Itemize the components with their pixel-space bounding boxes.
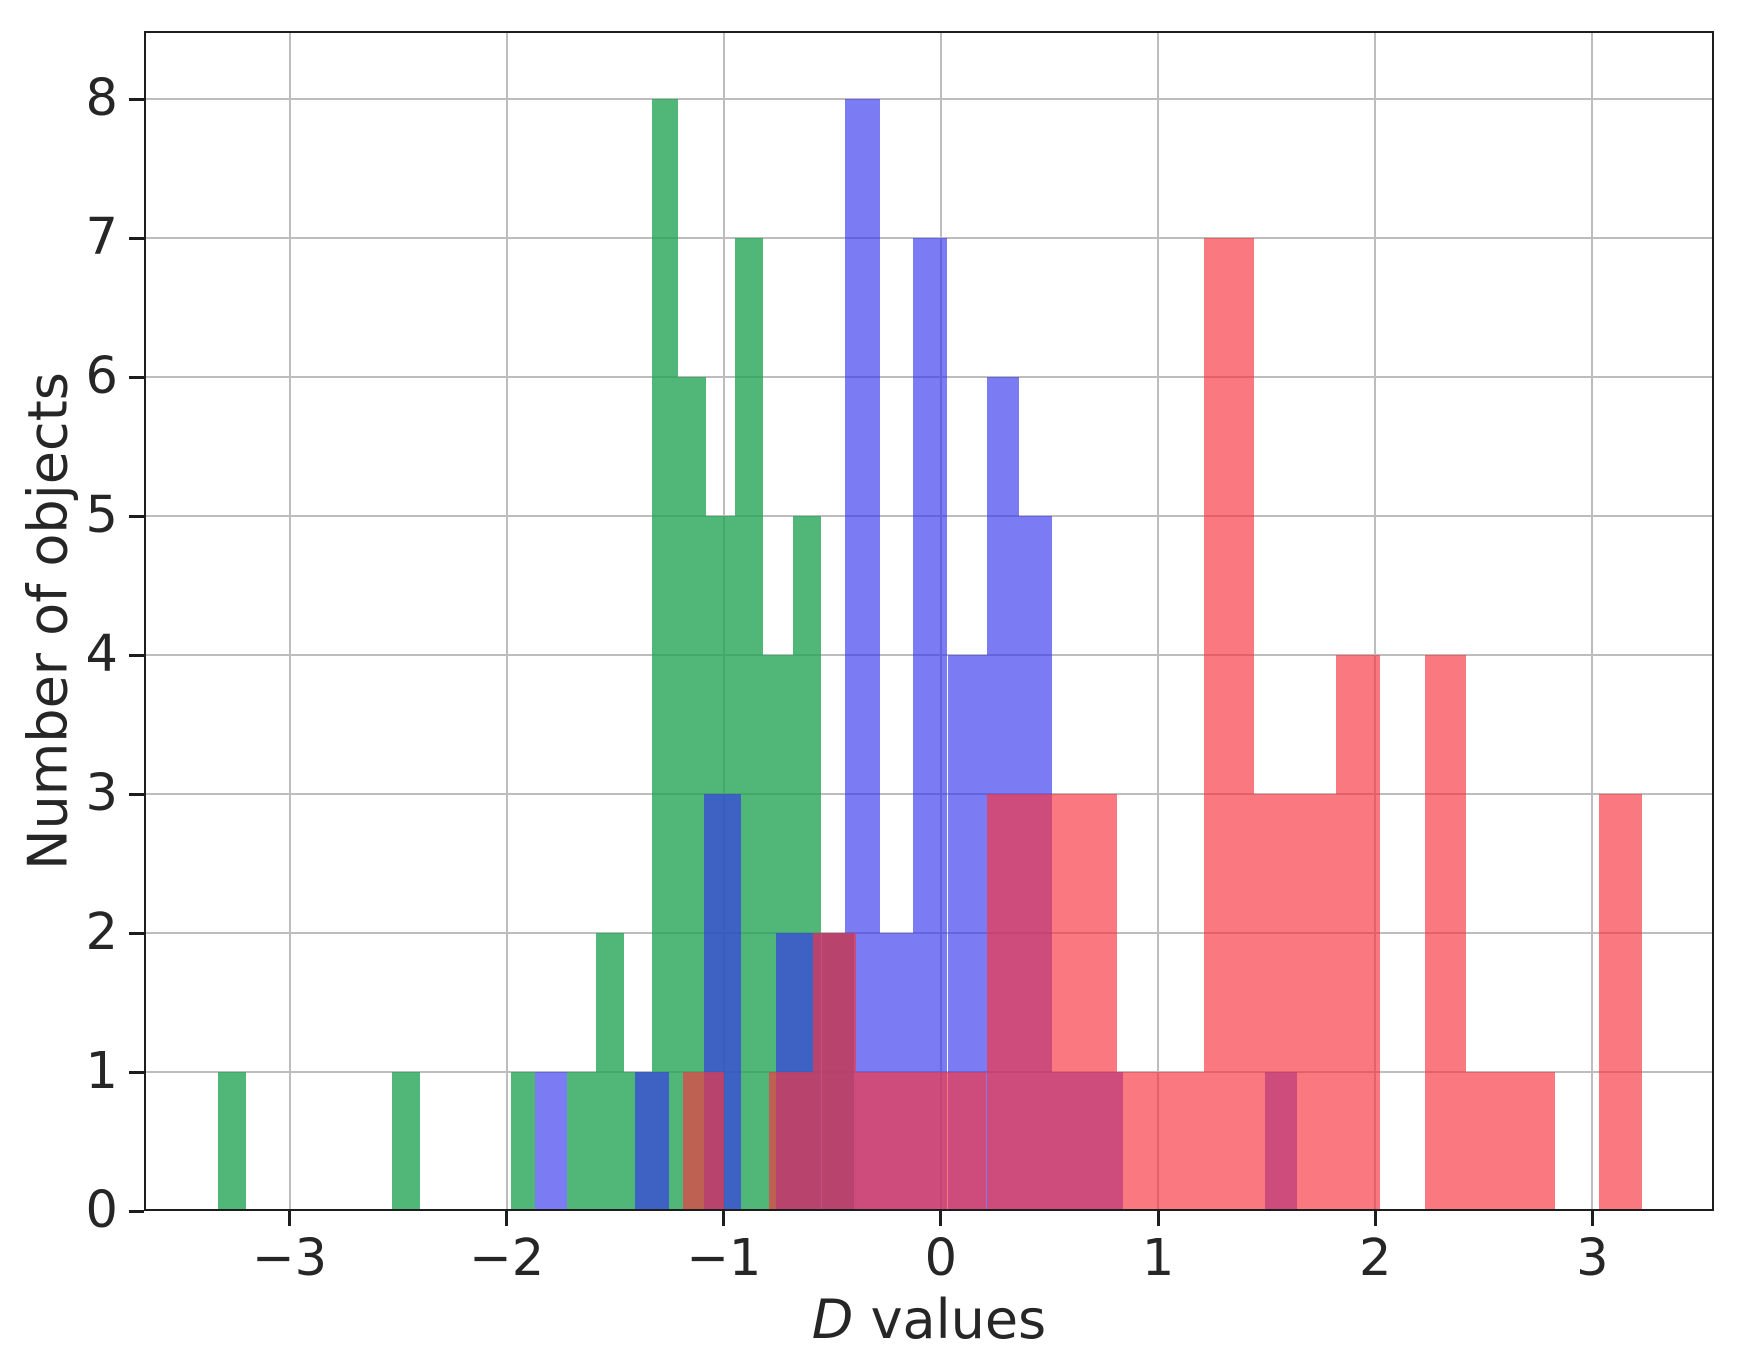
y-tick-mark-1 <box>129 1070 144 1074</box>
gridline-x-1 <box>1157 31 1160 1211</box>
x-tick-label--2: −2 <box>469 1229 545 1288</box>
red-histogram-layer <box>144 31 1714 1211</box>
y-tick-mark-2 <box>129 931 144 935</box>
blue-histogram-bar <box>912 238 948 1211</box>
red-histogram-bar <box>1509 1072 1556 1211</box>
x-tick-mark-2 <box>1373 1211 1377 1226</box>
x-axis-label: D values <box>812 1288 1046 1351</box>
y-tick-label-1: 1 <box>85 1042 118 1101</box>
y-tick-label-0: 0 <box>85 1181 118 1240</box>
y-tick-label-6: 6 <box>85 347 118 407</box>
green-histogram-bar <box>567 1072 596 1211</box>
x-tick-mark--3 <box>288 1211 291 1226</box>
red-histogram-bar <box>1116 1072 1161 1211</box>
green-histogram-bar <box>652 99 679 1211</box>
y-tick-label-2: 2 <box>85 903 118 962</box>
red-histogram-bar <box>1297 794 1337 1211</box>
red-histogram-bar <box>1253 794 1297 1211</box>
red-histogram-bar <box>1203 238 1254 1211</box>
red-histogram-bar <box>1160 1072 1204 1211</box>
red-histogram-bar <box>986 794 1030 1211</box>
x-tick-label-1: 1 <box>1141 1229 1175 1288</box>
green-histogram-bar <box>217 1072 246 1211</box>
x-tick-label-3: 3 <box>1576 1229 1609 1288</box>
red-histogram-bar <box>943 1072 987 1211</box>
red-histogram-bar <box>1030 794 1074 1211</box>
red-histogram-bar <box>1598 794 1643 1211</box>
red-histogram-bar <box>899 1072 944 1211</box>
y-tick-label-7: 7 <box>85 208 118 268</box>
x-tick-mark--2 <box>505 1211 509 1226</box>
green-histogram-bar <box>511 1072 535 1211</box>
y-tick-mark-8 <box>129 97 144 101</box>
blue-histogram-bar <box>634 1072 670 1211</box>
red-histogram-bar <box>769 1072 813 1211</box>
y-tick-mark-3 <box>129 792 144 796</box>
gridline-x--2 <box>505 31 508 1211</box>
red-histogram-bar <box>856 1072 900 1211</box>
green-histogram-bar <box>595 933 624 1211</box>
x-tick-label-2: 2 <box>1358 1229 1392 1288</box>
x-tick-mark-0 <box>939 1211 943 1226</box>
red-histogram-bar <box>1466 1072 1510 1211</box>
x-tick-label-0: 0 <box>924 1229 958 1288</box>
green-histogram-bar <box>391 1072 420 1211</box>
x-tick-mark-3 <box>1590 1211 1594 1226</box>
red-histogram-bar <box>1336 655 1380 1211</box>
gridline-x-2 <box>1374 31 1377 1211</box>
y-tick-label-8: 8 <box>85 69 118 129</box>
x-axis-label-rest: values <box>853 1288 1047 1351</box>
y-tick-label-4: 4 <box>85 625 118 685</box>
blue-histogram-bar <box>534 1072 568 1211</box>
red-histogram-bar <box>682 1072 724 1211</box>
red-histogram-bar <box>1425 655 1467 1211</box>
y-tick-mark-6 <box>129 375 144 379</box>
x-tick-mark--1 <box>722 1211 726 1226</box>
gridline-x--3 <box>288 31 291 1211</box>
gridline-y-8 <box>144 98 1714 101</box>
plot-area <box>144 31 1714 1211</box>
y-tick-mark-5 <box>129 514 144 518</box>
x-tick-label--1: −1 <box>686 1229 762 1288</box>
gridline-x-3 <box>1591 31 1594 1211</box>
y-tick-mark-7 <box>129 236 144 240</box>
red-histogram-bar <box>812 933 857 1211</box>
x-tick-mark-1 <box>1156 1211 1160 1226</box>
red-histogram-bar <box>1073 794 1117 1211</box>
x-tick-label--3: −3 <box>251 1229 328 1288</box>
y-tick-label-5: 5 <box>85 486 118 546</box>
y-tick-mark-4 <box>129 653 144 657</box>
y-tick-mark-0 <box>129 1209 144 1213</box>
x-axis-label-variable: D <box>811 1288 854 1351</box>
y-tick-label-3: 3 <box>85 764 118 823</box>
gridline-y-7 <box>144 237 1714 240</box>
